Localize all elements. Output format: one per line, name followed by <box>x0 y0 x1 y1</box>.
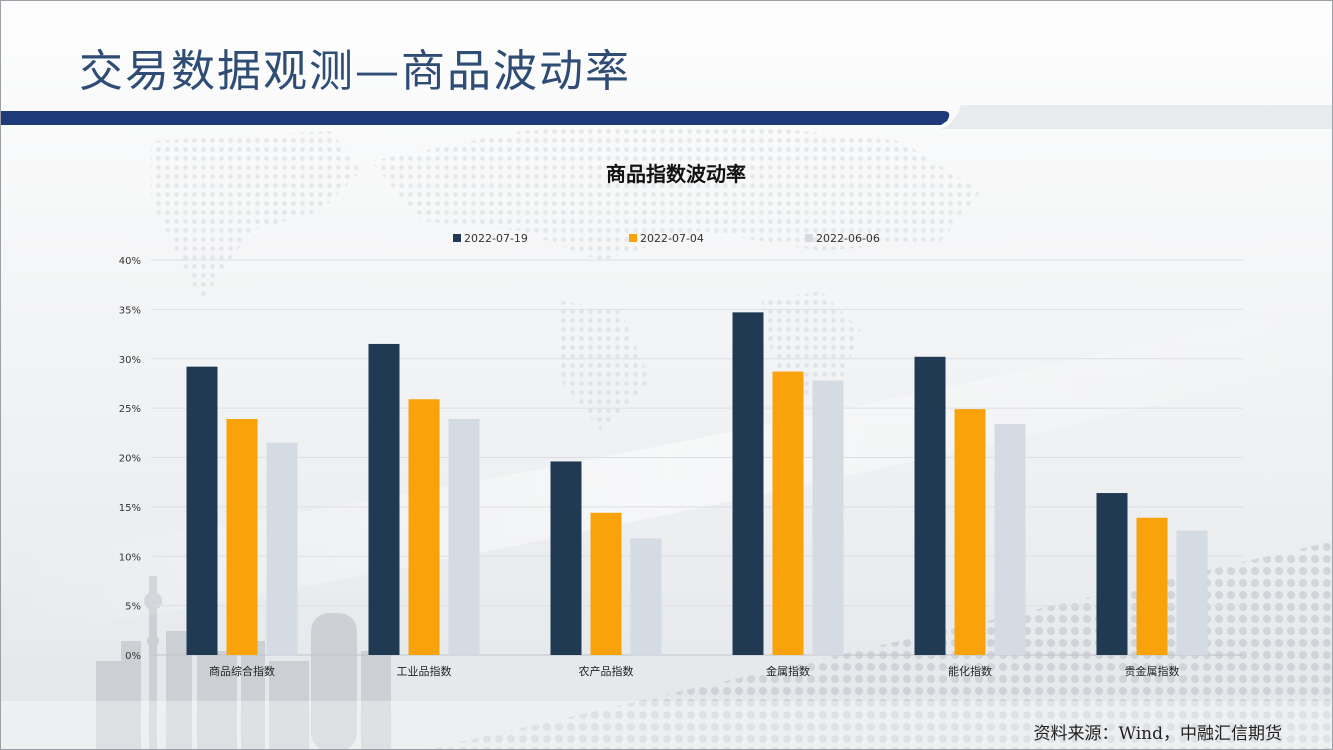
legend-label: 2022-07-04 <box>640 232 704 245</box>
y-axis-ticks: 0% 5% 10% 15% 20% 25% 30% 35% 40% <box>119 256 141 662</box>
bar-2022-07-04-贵金属指数 <box>1136 517 1168 655</box>
y-tick-label: 35% <box>119 305 141 316</box>
bar-2022-07-04-金属指数 <box>772 371 804 655</box>
bar-2022-07-04-农产品指数 <box>590 512 622 655</box>
x-tick-label: 商品综合指数 <box>209 664 275 678</box>
bar-2022-06-06-贵金属指数 <box>1176 530 1208 655</box>
bar-2022-06-06-能化指数 <box>994 423 1026 655</box>
title-band <box>1 105 1332 129</box>
legend-swatch <box>805 234 813 242</box>
y-tick-label: 10% <box>119 552 141 563</box>
bar-2022-07-19-商品综合指数 <box>186 366 218 655</box>
bar-2022-06-06-工业品指数 <box>448 418 480 655</box>
bar-2022-07-19-贵金属指数 <box>1096 493 1128 655</box>
y-tick-label: 15% <box>119 503 141 514</box>
bar-2022-07-04-工业品指数 <box>408 399 440 655</box>
x-tick-label: 贵金属指数 <box>1125 664 1180 678</box>
legend-swatch <box>629 234 637 242</box>
world-map-dots <box>151 121 981 431</box>
y-tick-label: 20% <box>119 454 141 465</box>
y-tick-label: 25% <box>119 404 141 415</box>
y-tick-label: 40% <box>119 256 141 267</box>
x-tick-label: 工业品指数 <box>397 664 452 678</box>
bar-2022-07-04-商品综合指数 <box>226 418 258 655</box>
chart-title: 商品指数波动率 <box>606 162 746 186</box>
legend: 2022-07-19 2022-07-04 2022-06-06 <box>453 232 880 245</box>
x-axis-ticks: 商品综合指数 工业品指数 农产品指数 金属指数 能化指数 贵金属指数 <box>209 664 1180 678</box>
y-tick-label: 5% <box>125 602 141 613</box>
bar-2022-07-19-能化指数 <box>914 356 946 655</box>
x-tick-label: 能化指数 <box>948 664 992 678</box>
bar-2022-07-19-农产品指数 <box>550 461 582 655</box>
legend-label: 2022-07-19 <box>464 232 528 245</box>
bar-2022-06-06-商品综合指数 <box>266 442 298 655</box>
y-tick-label: 30% <box>119 355 141 366</box>
legend-label: 2022-06-06 <box>816 232 880 245</box>
y-tick-label: 0% <box>125 651 141 662</box>
bar-2022-06-06-农产品指数 <box>630 538 662 655</box>
bar-2022-07-04-能化指数 <box>954 409 986 655</box>
bar-2022-07-19-金属指数 <box>732 312 764 655</box>
bars <box>186 312 1208 655</box>
source-note: 资料来源：Wind，中融汇信期货 <box>1033 724 1282 744</box>
legend-swatch <box>453 234 461 242</box>
grid-lines <box>151 259 1243 656</box>
slide-title: 交易数据观测—商品波动率 <box>79 46 631 97</box>
x-tick-label: 农产品指数 <box>579 664 634 678</box>
bar-2022-06-06-金属指数 <box>812 380 844 655</box>
bar-2022-07-19-工业品指数 <box>368 343 400 655</box>
x-tick-label: 金属指数 <box>766 664 810 678</box>
